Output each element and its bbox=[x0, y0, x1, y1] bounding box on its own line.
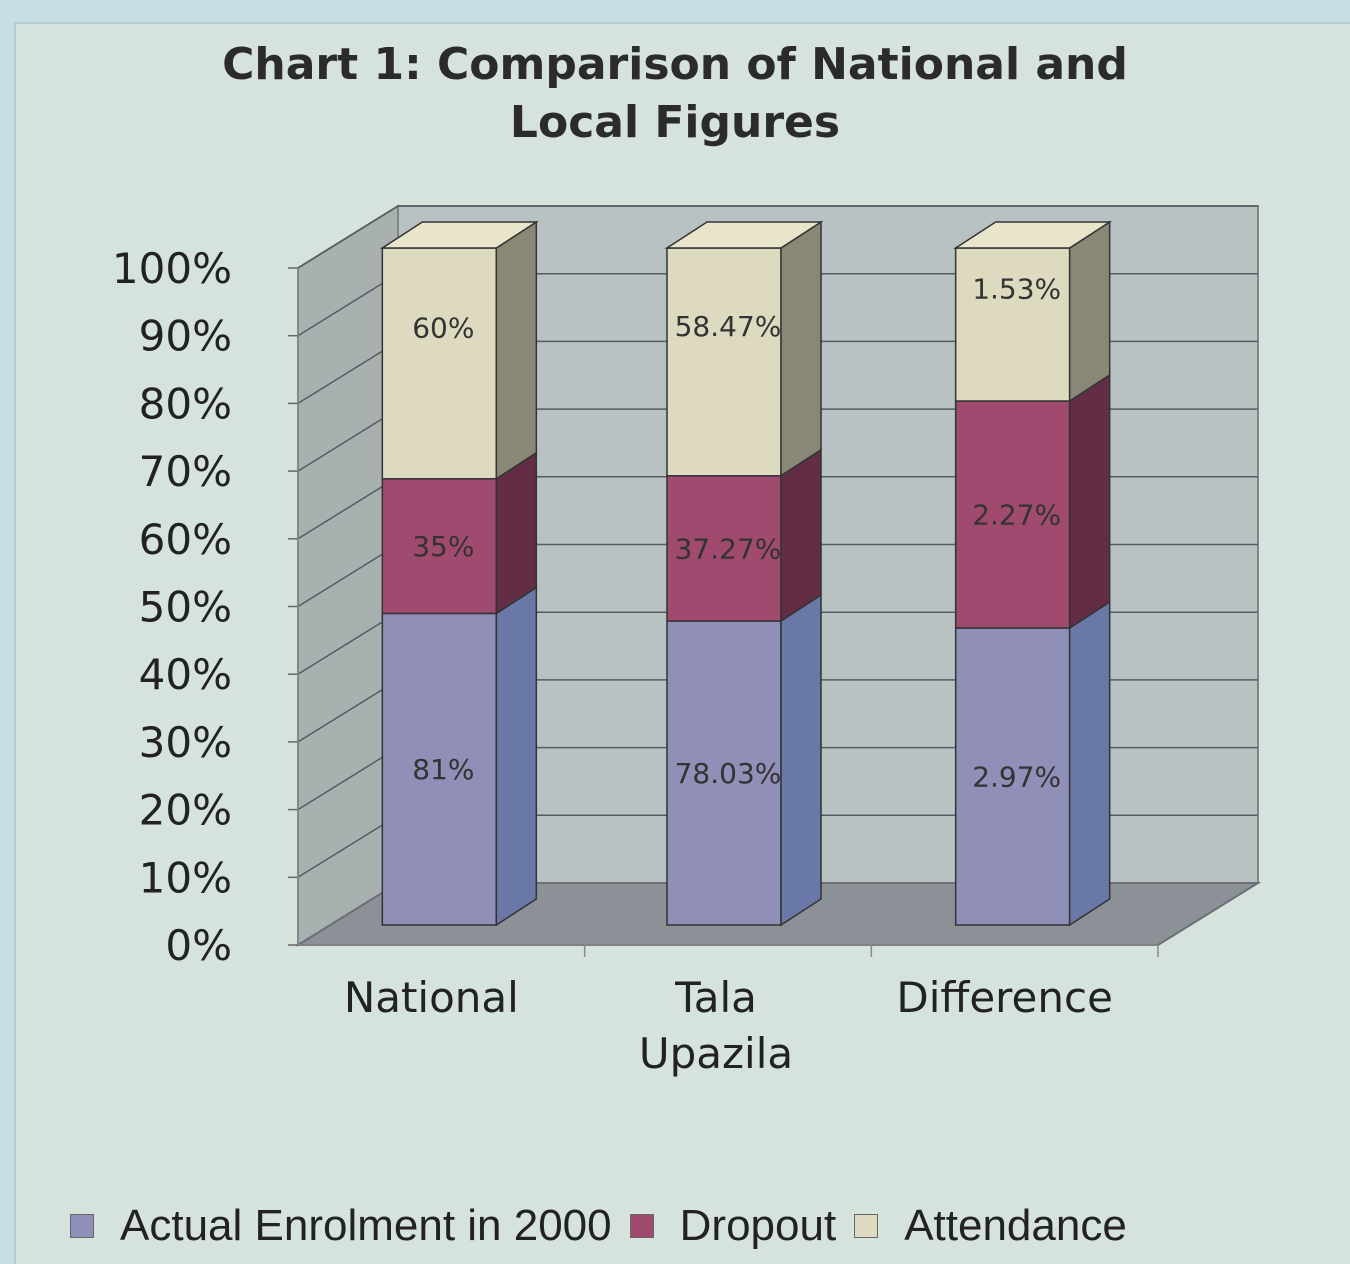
bar-2-1-side bbox=[1068, 373, 1111, 630]
data-label: 2.97% bbox=[972, 761, 1061, 794]
y-tick-label: 0% bbox=[165, 921, 232, 970]
bar-0-2-front bbox=[381, 247, 498, 480]
chart-title: Chart 1: Comparison of National and Loca… bbox=[222, 39, 1128, 148]
bar-2-2-front bbox=[954, 247, 1071, 402]
bar-2-1-front bbox=[954, 400, 1071, 629]
y-tick-label: 40% bbox=[139, 650, 232, 699]
bar-1-1-side bbox=[780, 448, 822, 623]
legend-item: Actual Enrolment in 2000 bbox=[70, 1201, 612, 1251]
legend-swatch bbox=[854, 1214, 879, 1238]
bar-0-0-front bbox=[381, 612, 498, 926]
x-category-label: Tala Upazila bbox=[639, 973, 793, 1078]
bar-1-0-side bbox=[780, 593, 822, 927]
bar-0-1-front bbox=[381, 478, 498, 615]
legend-label: Dropout bbox=[679, 1201, 837, 1250]
data-label: 60% bbox=[412, 311, 474, 344]
legend-swatch bbox=[70, 1214, 94, 1238]
bar-1-2-front bbox=[666, 247, 782, 477]
x-category-label: National bbox=[344, 973, 519, 1022]
bar-1-2-top bbox=[664, 221, 824, 249]
x-category-label: Difference bbox=[896, 973, 1113, 1022]
y-tick-label: 90% bbox=[139, 312, 232, 361]
y-tick-label: 80% bbox=[139, 379, 232, 428]
gridline bbox=[297, 205, 1258, 269]
legend-item: Attendance bbox=[854, 1201, 1127, 1251]
bar-1-2-side bbox=[780, 220, 822, 478]
legend-label: Actual Enrolment in 2000 bbox=[120, 1201, 612, 1250]
y-tick-label: 50% bbox=[139, 583, 232, 632]
data-label: 58.47% bbox=[675, 310, 782, 343]
bar-0-1-side bbox=[495, 451, 538, 615]
data-label: 37.27% bbox=[675, 532, 782, 565]
legend-label: Attendance bbox=[904, 1201, 1127, 1250]
chart-plot: 0% 10% 20% 30% 40% 50% 60% 70% 80% 90% 100% 81% 35%… bbox=[112, 204, 1262, 1078]
bar-0-2-top bbox=[379, 221, 539, 249]
bar-2-2-side bbox=[1068, 220, 1111, 403]
bar-2-2-top bbox=[953, 221, 1113, 249]
y-tick-label: 60% bbox=[139, 515, 232, 564]
bar-1-1-front bbox=[666, 475, 782, 622]
data-label: 35% bbox=[412, 530, 474, 563]
data-label: 81% bbox=[412, 753, 474, 786]
legend-item: Dropout bbox=[629, 1201, 837, 1251]
y-tick-label: 30% bbox=[139, 718, 232, 767]
y-tick-label: 70% bbox=[139, 447, 232, 496]
data-label: 1.53% bbox=[972, 273, 1061, 306]
legend: Actual Enrolment in 2000 Dropout Attendanc… bbox=[70, 1196, 1340, 1256]
legend-swatch bbox=[629, 1214, 654, 1238]
y-tick-label: 100% bbox=[112, 244, 232, 293]
y-tick-label: 20% bbox=[139, 786, 232, 835]
data-label: 78.03% bbox=[675, 757, 782, 790]
bar-2-0-front bbox=[954, 627, 1071, 926]
bar-0-0-side bbox=[495, 586, 538, 927]
bar-0-2-side bbox=[495, 220, 538, 481]
data-label: 2.27% bbox=[972, 499, 1061, 532]
y-tick-label: 10% bbox=[139, 853, 232, 902]
bar-2-0-side bbox=[1068, 600, 1111, 927]
